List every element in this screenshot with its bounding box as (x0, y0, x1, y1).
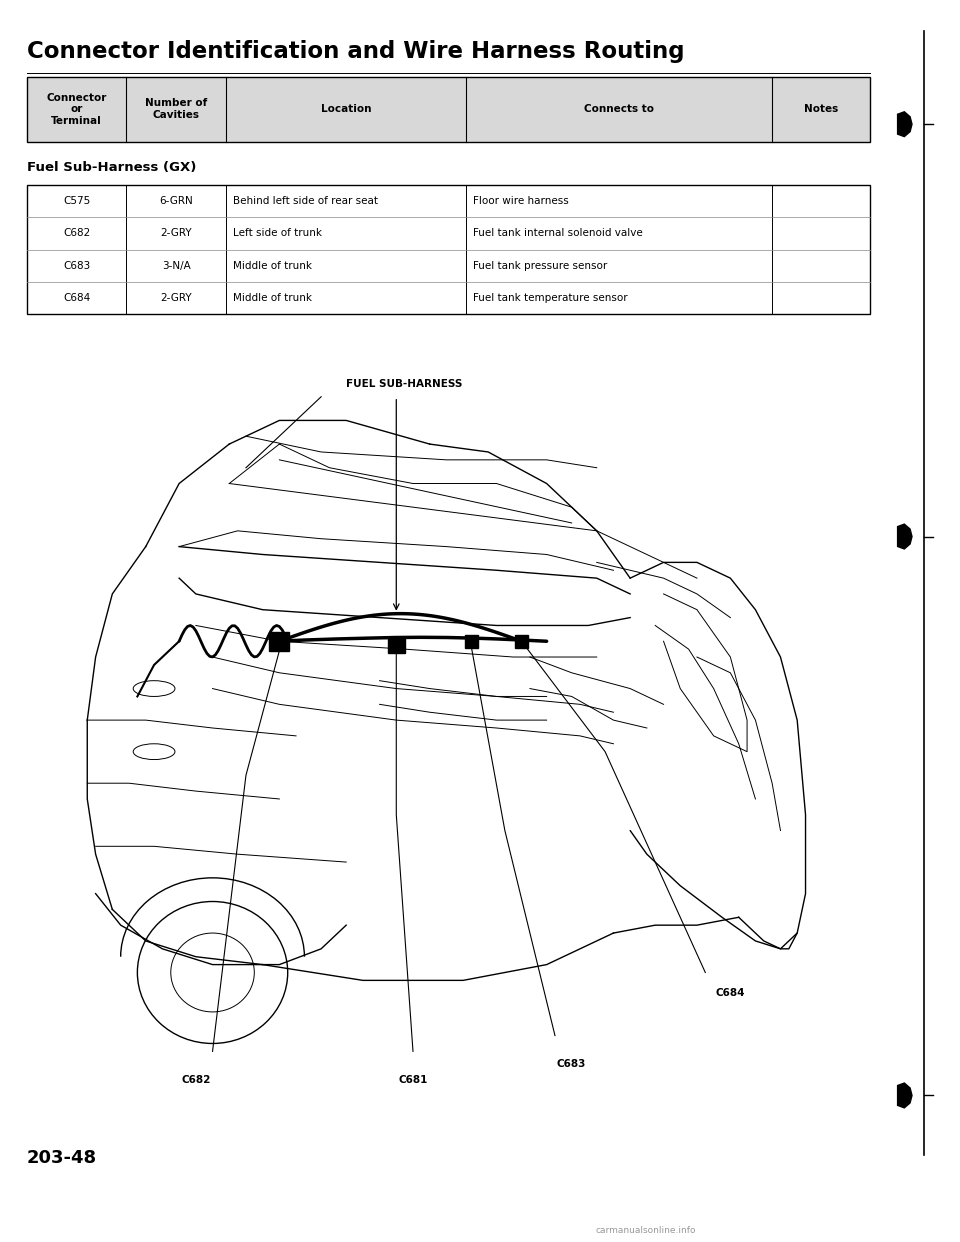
Text: Left side of trunk: Left side of trunk (232, 229, 322, 238)
Polygon shape (898, 112, 912, 137)
Bar (388, 637, 405, 653)
Text: C684: C684 (63, 293, 90, 303)
Text: FUEL SUB-HARNESS: FUEL SUB-HARNESS (347, 379, 463, 389)
Text: 2-GRY: 2-GRY (160, 293, 192, 303)
Bar (515, 635, 528, 647)
Text: C682: C682 (181, 1076, 210, 1086)
Text: Connects to: Connects to (584, 104, 654, 114)
Text: 2-GRY: 2-GRY (160, 229, 192, 238)
Text: Floor wire harness: Floor wire harness (472, 196, 568, 206)
Text: C684: C684 (715, 989, 745, 999)
Text: Notes: Notes (804, 104, 838, 114)
Text: C575: C575 (63, 196, 90, 206)
Text: Connector
or
Terminal: Connector or Terminal (46, 93, 107, 125)
Text: Fuel tank internal solenoid valve: Fuel tank internal solenoid valve (472, 229, 642, 238)
Text: C682: C682 (63, 229, 90, 238)
Text: Number of
Cavities: Number of Cavities (145, 98, 207, 120)
Text: Fuel tank temperature sensor: Fuel tank temperature sensor (472, 293, 628, 303)
Text: Fuel tank pressure sensor: Fuel tank pressure sensor (472, 261, 607, 271)
Text: Fuel Sub-Harness (GX): Fuel Sub-Harness (GX) (27, 161, 196, 174)
Text: Location: Location (321, 104, 372, 114)
Bar (27, 77, 870, 142)
Bar (270, 632, 289, 651)
Text: 203-48: 203-48 (27, 1150, 97, 1167)
Polygon shape (898, 524, 912, 549)
Text: 6-GRN: 6-GRN (159, 196, 193, 206)
Polygon shape (898, 1083, 912, 1108)
Text: Behind left side of rear seat: Behind left side of rear seat (232, 196, 377, 206)
Text: Middle of trunk: Middle of trunk (232, 261, 311, 271)
Text: 3-N/A: 3-N/A (161, 261, 190, 271)
Bar (27, 77, 870, 142)
Text: Connector Identification and Wire Harness Routing: Connector Identification and Wire Harnes… (27, 40, 684, 63)
Text: C683: C683 (557, 1059, 587, 1069)
Text: Middle of trunk: Middle of trunk (232, 293, 311, 303)
Text: C683: C683 (63, 261, 90, 271)
Text: carmanualsonline.info: carmanualsonline.info (595, 1226, 696, 1235)
Bar (465, 635, 478, 647)
Text: C681: C681 (398, 1076, 427, 1086)
Bar (27, 185, 870, 314)
